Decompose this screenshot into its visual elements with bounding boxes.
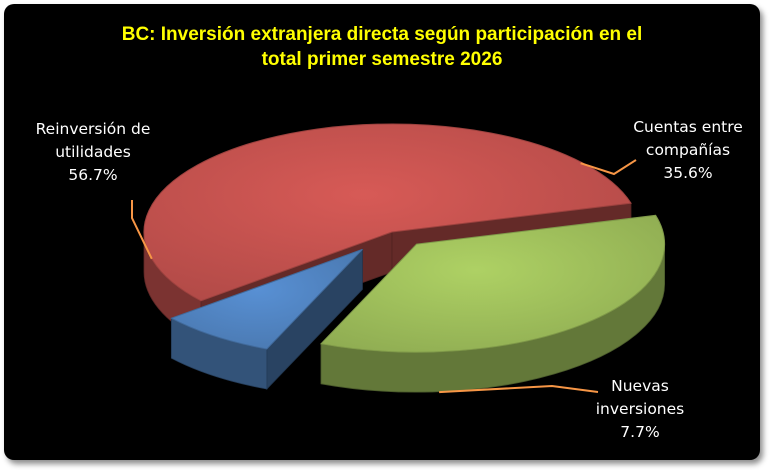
slice-value-cuentas: 35.6%	[663, 164, 713, 182]
slice-label-nuevas-line-1: Nuevas	[611, 377, 669, 395]
slice-label-cuentas-line-2: compañías	[645, 141, 731, 159]
slice-top	[319, 214, 666, 353]
chart-area: BC: Inversión extranjera directa según p…	[4, 4, 760, 460]
data-label-reinversion: Reinversión de utilidades 56.7%	[8, 118, 178, 187]
leader-line-cuentas	[580, 159, 637, 176]
pie-chart	[131, 123, 666, 394]
pie-slice-cuentas	[319, 214, 666, 393]
pie-slice-nuevas	[170, 248, 363, 390]
chart-title-line-2: total primer semestre 2026	[261, 49, 503, 70]
slice-label-cuentas-line-1: Cuentas entre	[633, 118, 743, 136]
slice-label-reinversion-line-1: Reinversión de	[35, 120, 151, 138]
slice-label-reinversion-line-2: utilidades	[55, 143, 131, 161]
slice-label-nuevas-line-2: inversiones	[595, 400, 685, 418]
leader-line-nuevas	[439, 384, 599, 394]
slice-value-reinversion: 56.7%	[68, 166, 118, 184]
data-label-cuentas: Cuentas entre compañías 35.6%	[618, 116, 758, 185]
data-label-nuevas: Nuevas inversiones 7.7%	[570, 375, 710, 444]
chart-title: BC: Inversión extranjera directa según p…	[4, 22, 760, 72]
leader-line-reinversion	[131, 200, 153, 260]
slice-top	[170, 248, 363, 350]
slice-value-nuevas: 7.7%	[620, 423, 660, 441]
chart-title-line-1: BC: Inversión extranjera directa según p…	[121, 24, 643, 45]
